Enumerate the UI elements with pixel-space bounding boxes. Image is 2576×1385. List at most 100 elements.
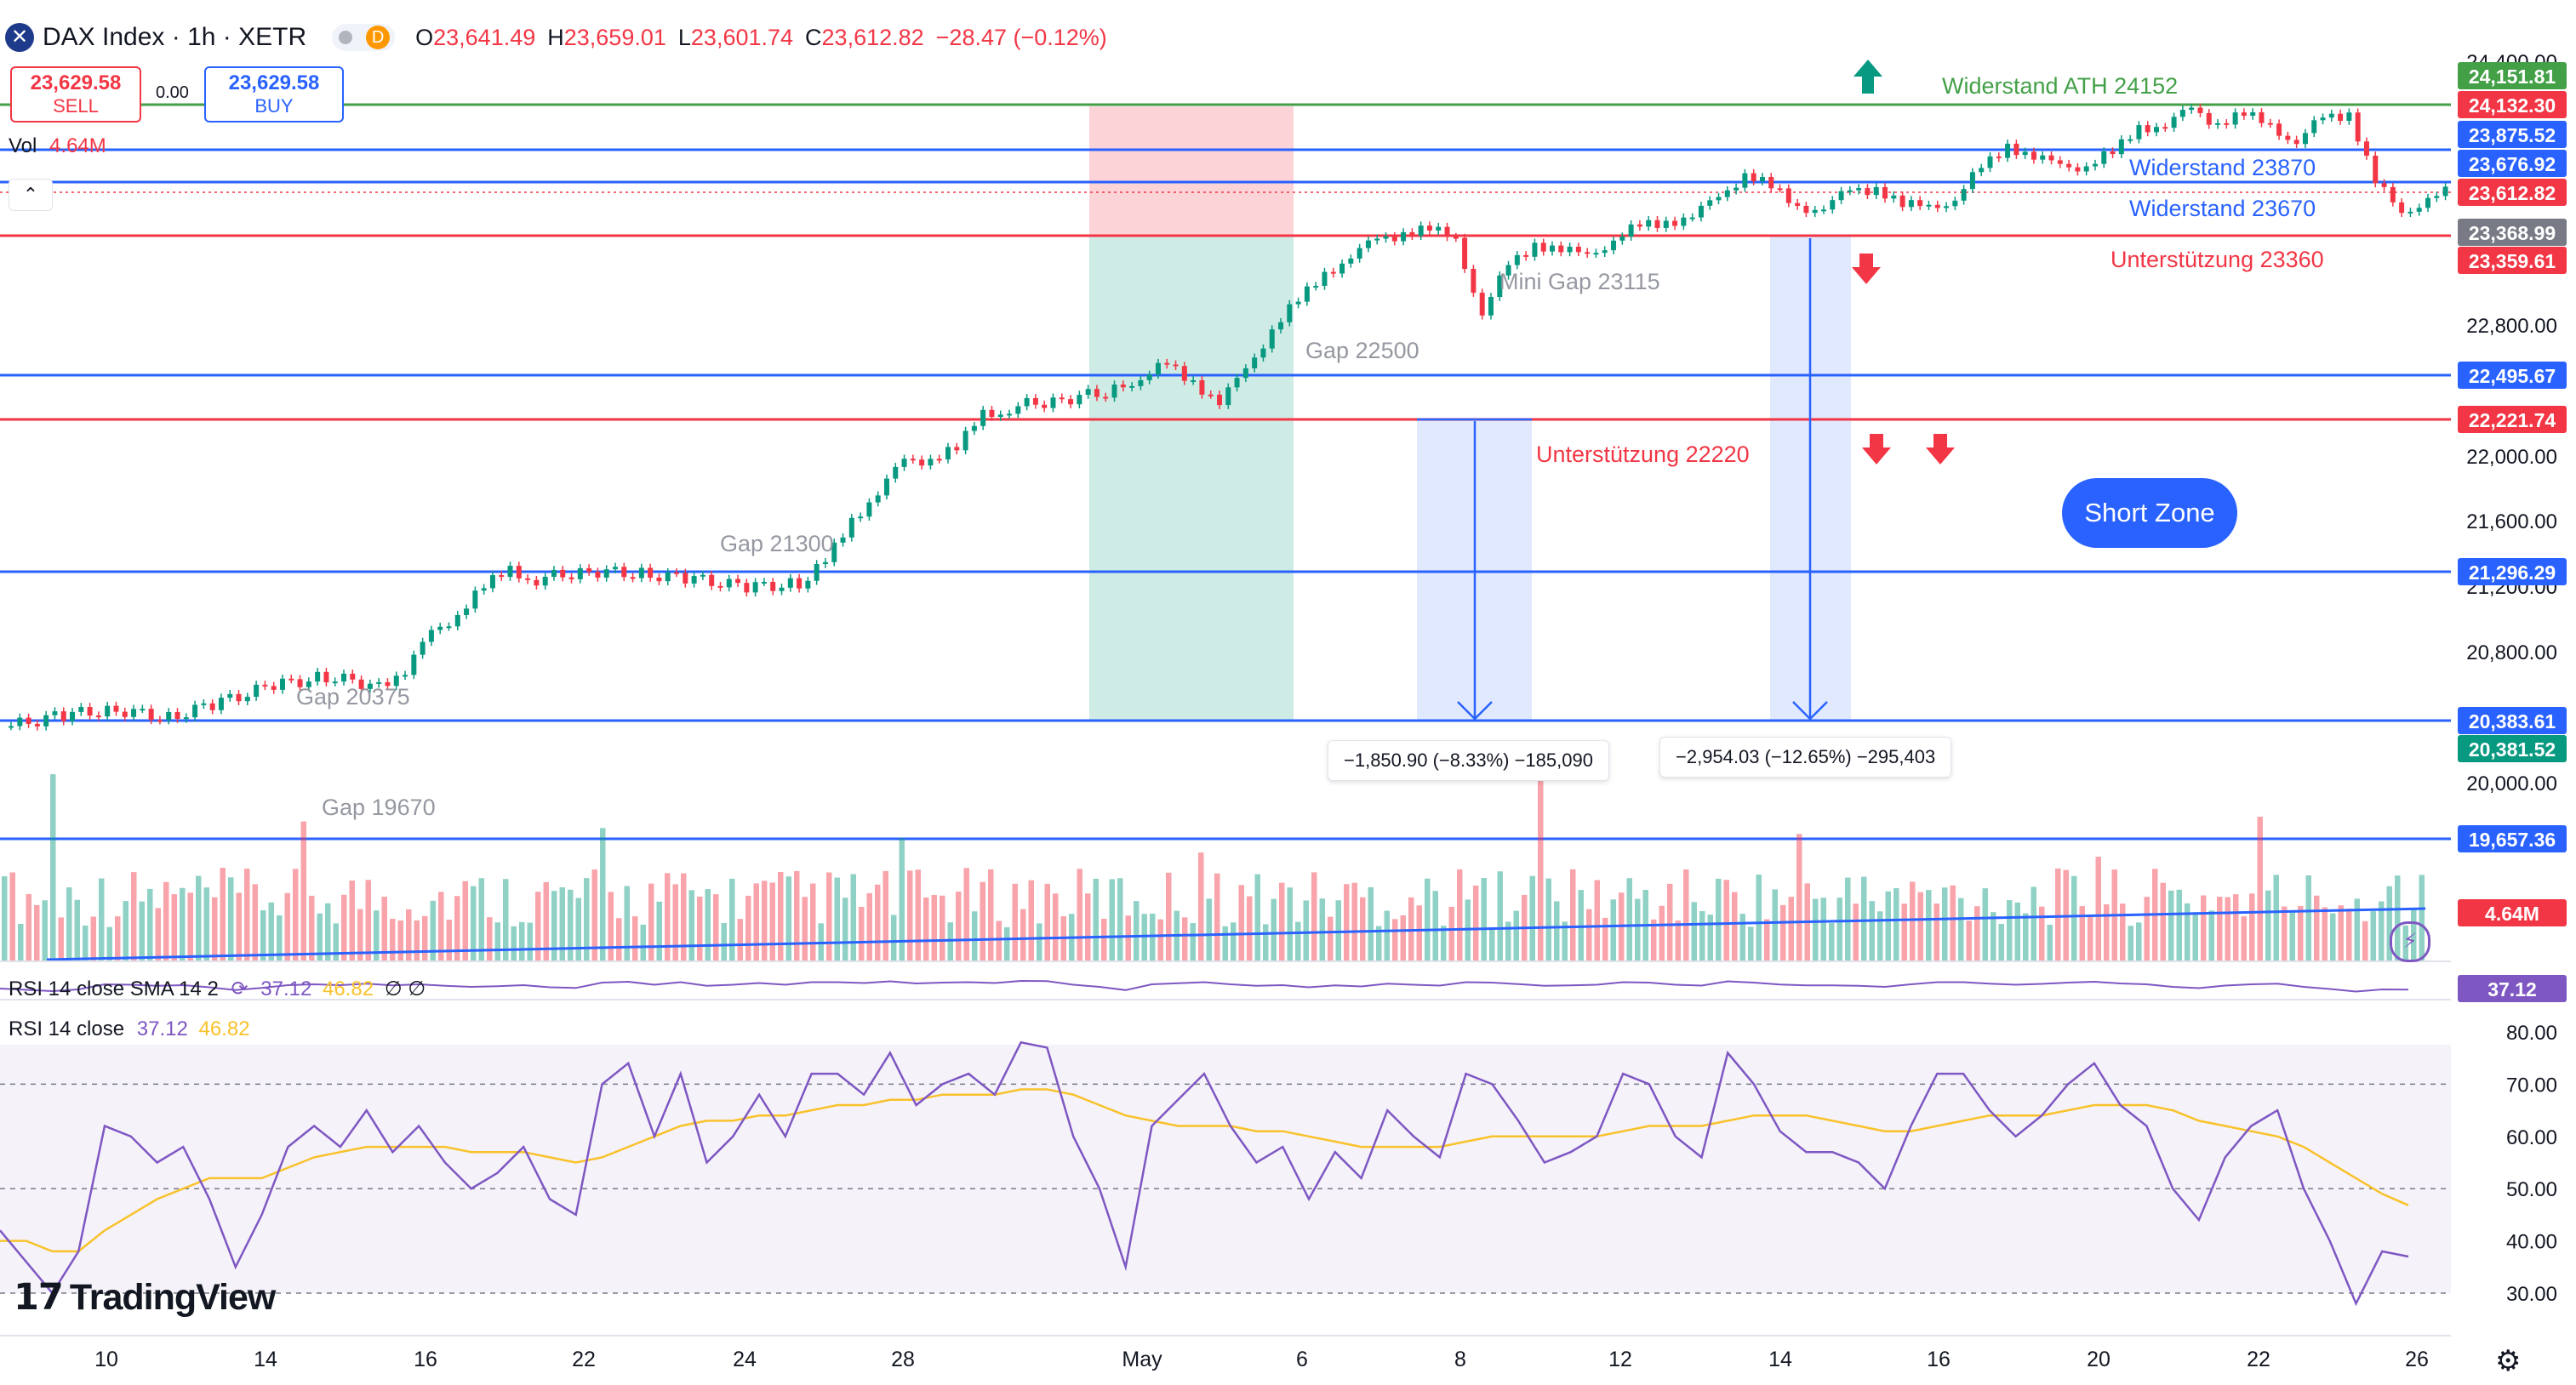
volume-bar bbox=[1683, 869, 1689, 961]
close-label: C bbox=[805, 25, 822, 51]
volume-bar bbox=[309, 896, 315, 961]
candle-body bbox=[2005, 144, 2010, 158]
rsi-header[interactable]: RSI 14 close 37.12 46.82 bbox=[9, 1017, 250, 1041]
volume-bar bbox=[91, 916, 97, 961]
candle-body bbox=[123, 712, 128, 717]
candle-body bbox=[323, 672, 328, 682]
volume-bar bbox=[689, 890, 695, 961]
buy-button[interactable]: 23,629.58 BUY bbox=[204, 66, 344, 123]
volume-bar bbox=[778, 872, 784, 961]
candle-body bbox=[2049, 156, 2054, 161]
volume-bar bbox=[2298, 906, 2304, 961]
volume-bar bbox=[2242, 916, 2248, 961]
volume-bar bbox=[2290, 911, 2296, 961]
volume-bar bbox=[1142, 914, 1148, 961]
volume-bar bbox=[907, 870, 913, 961]
volume-bar bbox=[1498, 871, 1504, 961]
candle-body bbox=[1199, 380, 1204, 395]
volume-bar bbox=[2080, 906, 2086, 961]
candle-body bbox=[1917, 200, 1922, 206]
candle-body bbox=[1287, 305, 1292, 322]
candle-body bbox=[1821, 209, 1826, 211]
candle-body bbox=[1629, 225, 1634, 237]
candle-body bbox=[1856, 188, 1861, 191]
time-tick-label: 22 bbox=[2247, 1348, 2270, 1371]
volume-bar bbox=[964, 868, 970, 961]
candle-body bbox=[998, 414, 1003, 417]
symbol-title[interactable]: DAX Index · 1h · XETR bbox=[43, 23, 306, 52]
volume-bar bbox=[220, 868, 226, 961]
candle-body bbox=[954, 447, 959, 450]
candle-body bbox=[1217, 395, 1222, 405]
candle-body bbox=[446, 626, 451, 628]
lightning-icon[interactable]: ⚡ bbox=[2390, 921, 2430, 962]
rsi-sma-header[interactable]: RSI 14 close SMA 14 2 ⟳ 37.12 46.82 ∅ ∅ bbox=[9, 977, 426, 1001]
candle-body bbox=[1716, 197, 1722, 201]
candle-body bbox=[2382, 183, 2387, 186]
measure-label-1[interactable]: −1,850.90 (−8.33%) −185,090 bbox=[1328, 740, 1609, 781]
volume-bar bbox=[1433, 891, 1439, 961]
volume-bar bbox=[1150, 914, 1156, 961]
candle-body bbox=[989, 410, 994, 417]
market-status-toggle[interactable]: D bbox=[332, 24, 395, 51]
volume-bar bbox=[123, 901, 129, 961]
volume-bar bbox=[1214, 874, 1220, 961]
volume-bar bbox=[495, 922, 501, 961]
candle-body bbox=[866, 503, 871, 517]
candle-body bbox=[972, 426, 977, 431]
volume-bar bbox=[1999, 924, 2005, 961]
volume-bar bbox=[511, 926, 517, 961]
volume-bar bbox=[1457, 869, 1463, 961]
candle-body bbox=[1568, 247, 1573, 252]
candle-body bbox=[1033, 398, 1038, 405]
sell-button[interactable]: 23,629.58 SELL bbox=[10, 66, 141, 123]
short-zone-label[interactable]: Short Zone bbox=[2062, 478, 2237, 548]
volume-bar bbox=[2201, 895, 2207, 961]
candle-body bbox=[902, 459, 907, 467]
volume-bar bbox=[2258, 817, 2264, 961]
candle-body bbox=[928, 459, 933, 465]
candle-body bbox=[937, 459, 942, 460]
candle-body bbox=[717, 586, 723, 588]
candle-body bbox=[2425, 198, 2430, 208]
volume-bar bbox=[26, 894, 32, 961]
volume-bar bbox=[2306, 875, 2312, 961]
measure-label-2[interactable]: −2,954.03 (−12.65%) −295,403 bbox=[1659, 737, 1951, 778]
volume-bar bbox=[463, 881, 469, 961]
price-label: 23,612.82 bbox=[2469, 182, 2556, 204]
volume-header[interactable]: Vol 4.64M bbox=[9, 134, 106, 158]
candle-body bbox=[1348, 259, 1353, 264]
tradingview-logo[interactable]: 𝟭𝟳 TradingView bbox=[14, 1276, 275, 1319]
symbol-close-icon[interactable]: ✕ bbox=[5, 23, 34, 52]
candle-body bbox=[1558, 246, 1563, 253]
high-value: 23,659.01 bbox=[564, 25, 666, 51]
candle-body bbox=[1988, 157, 1993, 168]
settings-gear-icon[interactable]: ⚙ bbox=[2495, 1344, 2521, 1378]
volume-bar bbox=[50, 774, 56, 961]
candle-body bbox=[665, 573, 671, 581]
volume-bar bbox=[2136, 922, 2142, 961]
collapse-chevron-icon[interactable]: ⌃ bbox=[9, 179, 53, 211]
volume-bar bbox=[244, 869, 250, 961]
candle-body bbox=[2197, 108, 2202, 113]
candle-body bbox=[2311, 120, 2316, 133]
volume-bar bbox=[301, 822, 307, 961]
volume-bar bbox=[1401, 915, 1407, 961]
candle-body bbox=[1646, 220, 1651, 227]
level-label: Widerstand 23670 bbox=[2129, 196, 2316, 221]
candle-body bbox=[2242, 112, 2247, 116]
candle-body bbox=[735, 579, 740, 584]
candle-body bbox=[1208, 395, 1214, 396]
candle-body bbox=[113, 706, 118, 712]
volume-bar bbox=[923, 898, 929, 961]
candle-body bbox=[105, 706, 110, 716]
candle-body bbox=[823, 562, 828, 564]
candle-body bbox=[1103, 397, 1108, 399]
candle-body bbox=[157, 720, 163, 721]
volume-bar bbox=[2249, 893, 2255, 961]
volume-bar bbox=[75, 900, 81, 961]
candle-body bbox=[271, 686, 277, 690]
volume-bar bbox=[1465, 899, 1471, 961]
candle-body bbox=[841, 538, 846, 543]
